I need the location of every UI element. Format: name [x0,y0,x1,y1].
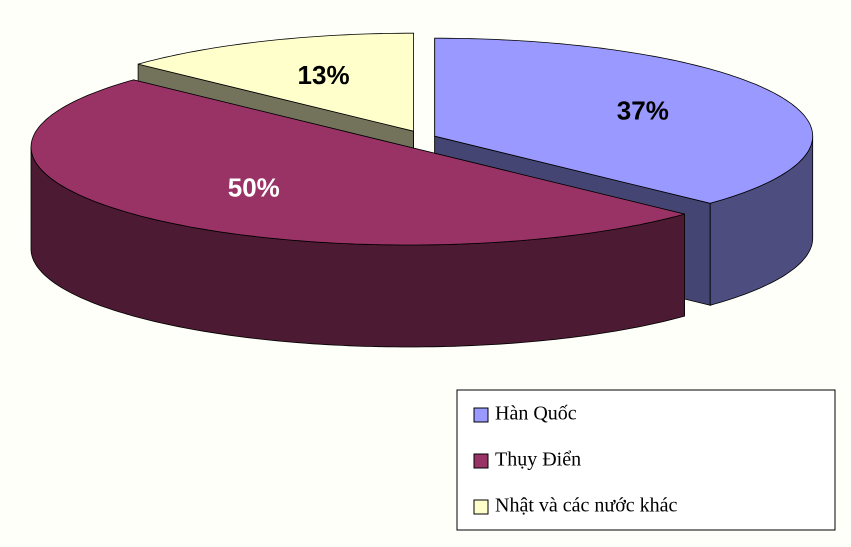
data-label: 13% [298,60,350,90]
legend-swatch [473,407,489,423]
legend-label: Hàn Quốc [495,403,577,425]
slice-top [137,32,414,132]
slice-top [434,37,814,204]
legend-label: Thụy Điển [495,449,581,471]
legend-label: Nhật và các nước khác [495,495,678,517]
slice-top [30,79,685,246]
data-label: 37% [617,96,669,126]
legend-box [456,389,836,531]
data-label: 50% [228,173,280,203]
legend-swatch [473,453,489,469]
slice [30,79,685,348]
legend-swatch [473,499,489,515]
